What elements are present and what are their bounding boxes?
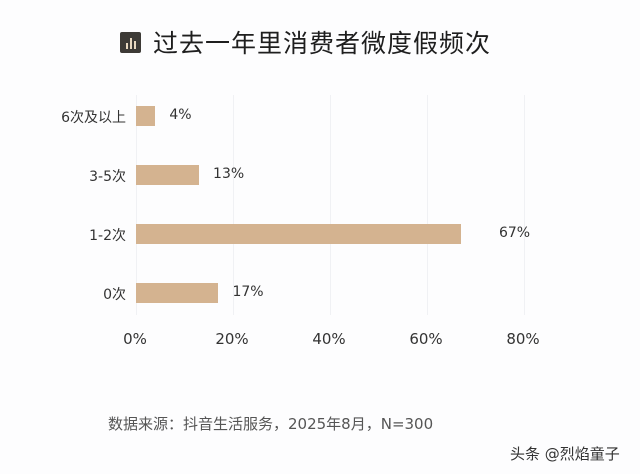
category-label: 6次及以上 — [61, 110, 126, 126]
gridline — [524, 95, 525, 315]
category-label: 3-5次 — [89, 169, 126, 185]
gridline — [136, 95, 137, 315]
bar — [136, 165, 200, 185]
gridline — [427, 95, 428, 315]
category-label: 0次 — [103, 287, 126, 303]
bar-value-label: 67% — [498, 225, 531, 241]
bar-value-label: 17% — [232, 284, 264, 300]
gridline — [330, 95, 331, 315]
chart-title: 过去一年里消费者微度假频次 — [153, 29, 492, 58]
bar — [136, 224, 461, 244]
x-tick-label: 0% — [123, 330, 147, 348]
data-source-note: 数据来源：抖音生活服务，2025年8月，N=300 — [108, 415, 434, 433]
x-tick-label: 40% — [312, 330, 346, 348]
x-tick-label: 60% — [409, 330, 443, 348]
bar — [136, 106, 156, 126]
watermark: 头条 @烈焰童子 — [510, 445, 620, 463]
bar-value-label: 4% — [169, 107, 192, 123]
bar-chart-icon — [120, 31, 141, 53]
x-tick-label: 20% — [215, 330, 249, 348]
gridline — [233, 95, 234, 315]
bar — [136, 283, 219, 303]
category-label: 1-2次 — [89, 228, 126, 244]
chart-header: 过去一年里消费者微度假频次 — [120, 24, 491, 60]
x-tick-label: 80% — [506, 330, 540, 348]
bar-value-label: 13% — [213, 166, 245, 182]
